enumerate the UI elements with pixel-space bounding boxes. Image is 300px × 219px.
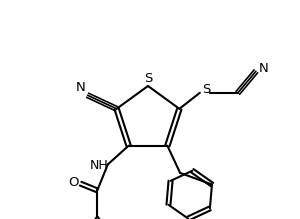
- Text: O: O: [68, 176, 79, 189]
- Text: N: N: [259, 62, 269, 75]
- Text: S: S: [202, 83, 210, 96]
- Text: NH: NH: [89, 159, 108, 172]
- Text: S: S: [144, 72, 152, 85]
- Text: N: N: [76, 81, 85, 94]
